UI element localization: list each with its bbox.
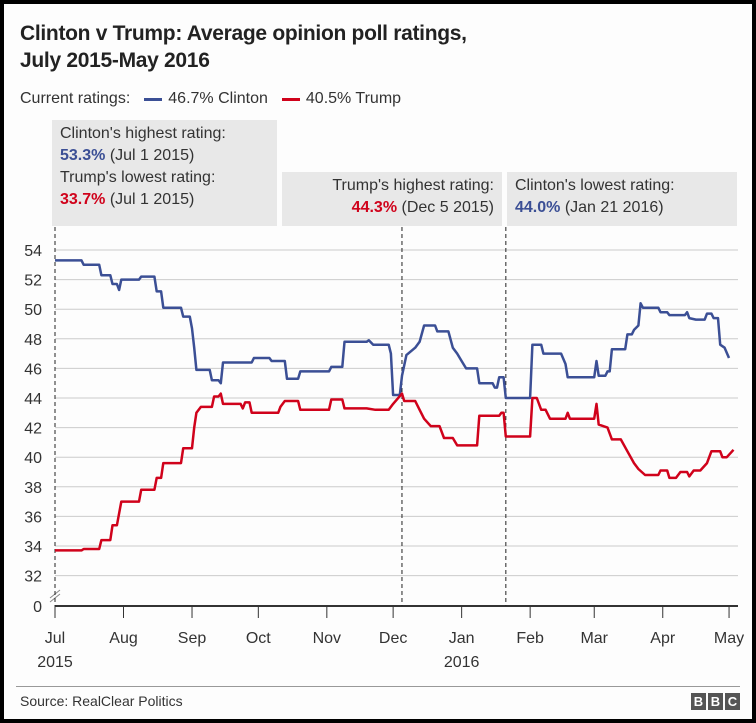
annotation-value: 33.7% (60, 191, 106, 208)
legend: Current ratings: 46.7% Clinton 40.5% Tru… (20, 90, 401, 108)
y-tick-label: 38 (24, 480, 42, 497)
annotation-value: 44.0% (515, 199, 561, 216)
legend-label-clinton: 46.7% Clinton (168, 90, 268, 107)
y-tick-label: 36 (24, 509, 42, 526)
x-tick-label: Jul (45, 630, 65, 647)
footer-divider (16, 686, 740, 687)
legend-label-trump: 40.5% Trump (305, 90, 402, 107)
x-tick-label: Mar (580, 630, 608, 647)
annotation-box-jan: Clinton's lowest rating: 44.0% (Jan 21 2… (507, 172, 737, 226)
annotation-label: Clinton's highest rating: (60, 125, 226, 142)
annotation-label: Clinton's lowest rating: (515, 177, 675, 194)
title-line-2: July 2015-May 2016 (20, 49, 210, 72)
series-line-trump (55, 392, 735, 552)
y-tick-label: 42 (24, 421, 42, 438)
annotation-label: Trump's lowest rating: (60, 169, 216, 186)
x-tick-label: May (714, 630, 744, 647)
x-tick-label: Feb (516, 630, 544, 647)
x-tick-label: Oct (246, 630, 271, 647)
legend-swatch-trump (281, 97, 300, 101)
annotation-value: 53.3% (60, 147, 106, 164)
annotation-value: 44.3% (351, 199, 398, 216)
source-text: Source: RealClear Politics (20, 693, 183, 709)
x-tick-label: Sep (178, 630, 207, 647)
x-tick-label: Dec (379, 630, 407, 647)
chart-title: Clinton v Trump: Average opinion poll ra… (20, 20, 467, 74)
x-tick-year-label: 2015 (37, 654, 73, 671)
annotation-date: (Dec 5 2015) (401, 199, 495, 216)
legend-prefix: Current ratings: (20, 90, 131, 107)
annotation-date: (Jan 21 2016) (564, 199, 664, 216)
x-tick-year-label: 2016 (444, 654, 480, 671)
y-tick-label: 46 (24, 361, 42, 378)
y-tick-label: 54 (24, 243, 42, 260)
x-tick-label: Apr (650, 630, 676, 647)
title-line-1: Clinton v Trump: Average opinion poll ra… (20, 22, 467, 45)
series-line-clinton (55, 259, 731, 400)
annotation-box-jul: Clinton's highest rating: 53.3% (Jul 1 2… (52, 120, 277, 226)
annotation-label: Trump's highest rating: (332, 177, 494, 194)
x-tick-label: Aug (109, 630, 137, 647)
y-tick-label: 50 (24, 302, 42, 319)
y-tick-label: 44 (24, 391, 42, 408)
y-tick-label: 40 (24, 450, 42, 467)
y-tick-label: 52 (24, 273, 42, 290)
y-tick-label: 34 (24, 539, 42, 556)
annotation-date: (Jul 1 2015) (109, 147, 195, 164)
annotation-date: (Jul 1 2015) (109, 191, 195, 208)
x-tick-label: Jan (449, 630, 475, 647)
chart-frame: Clinton v Trump: Average opinion poll ra… (4, 4, 752, 719)
x-tick-label: Nov (313, 630, 341, 647)
legend-swatch-clinton (144, 97, 163, 101)
y-tick-label: 0 (33, 599, 42, 616)
annotation-box-dec: Trump's highest rating: 44.3% (Dec 5 201… (282, 172, 502, 226)
y-tick-label: 48 (24, 332, 42, 349)
y-tick-label: 32 (24, 569, 42, 586)
